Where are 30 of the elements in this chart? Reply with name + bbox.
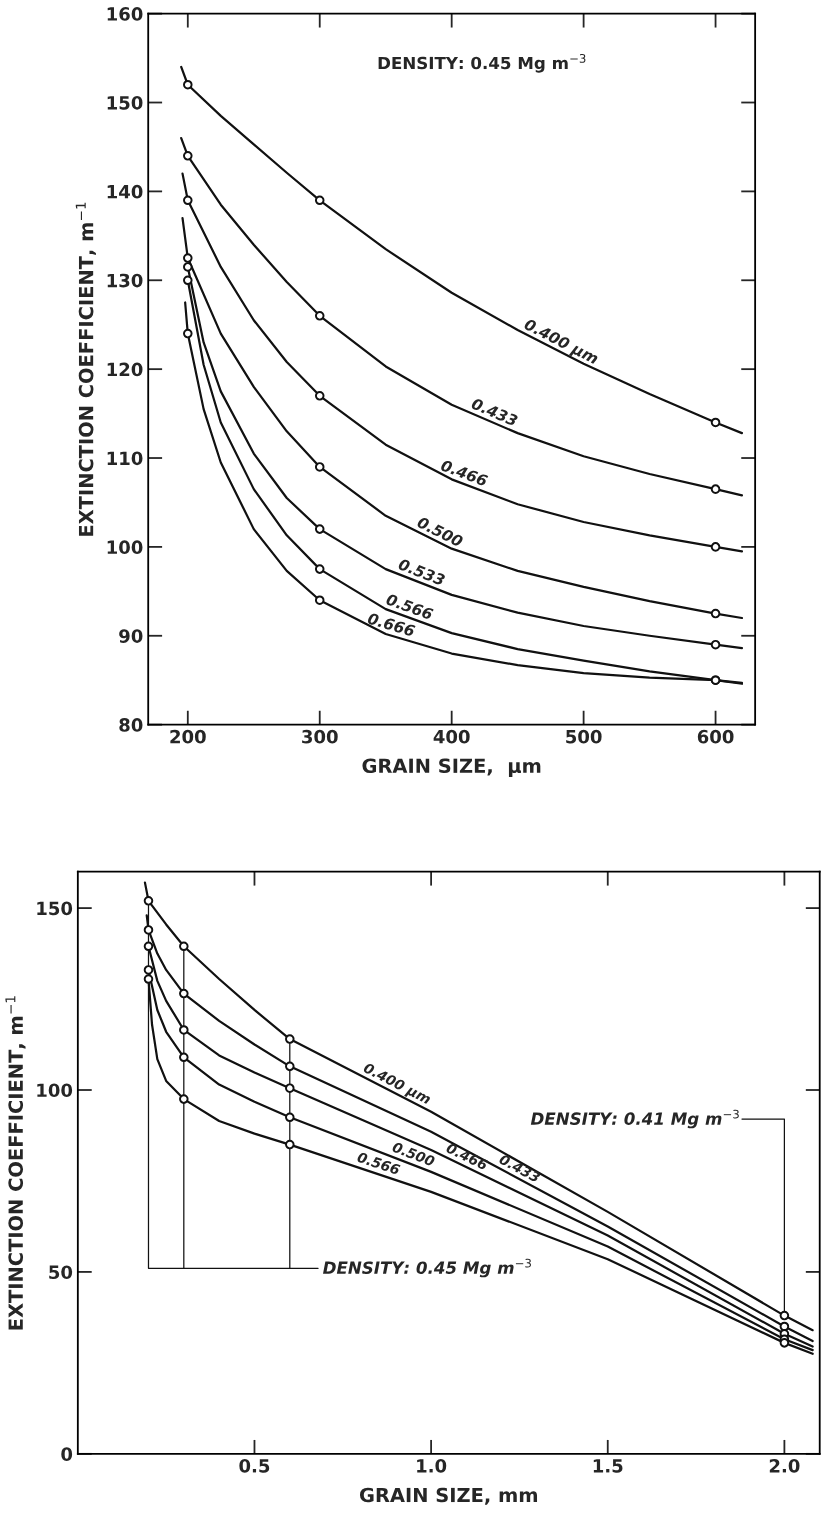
x-tick-label: 400 [433, 729, 470, 744]
annotation: DENSITY: 0.45 Mg m$^{−3}$ [378, 54, 586, 73]
x-tick-label: 300 [302, 729, 338, 744]
y-tick-label: 50 [49, 1265, 73, 1280]
y-tick-label: 130 [107, 273, 143, 288]
x-tick-label: 2.0 [769, 1459, 800, 1473]
x-tick-label: 500 [566, 729, 602, 744]
y-tick-label: 150 [37, 901, 73, 916]
x-tick-label: 1.0 [417, 1459, 447, 1473]
x-axis-title: GRAIN SIZE, mm [359, 1487, 538, 1505]
text: 0.466 [440, 459, 489, 487]
y-axis-title: EXTINCTION COEFFICIENT, m$^{−1}$ [5, 996, 26, 1330]
x-tick-label: 1.5 [593, 1459, 623, 1473]
y-tick-label: 0 [61, 1447, 73, 1461]
annotation: DENSITY: 0.41 Mg m$^{−3}$ [530, 1109, 739, 1129]
x-tick-label: 200 [170, 729, 206, 744]
y-tick-label: 140 [107, 184, 143, 199]
y-axis-title: EXTINCTION COEFFICIENT, m$^{−1}$ [75, 202, 96, 536]
x-tick-label: 600 [697, 729, 734, 744]
annotation: DENSITY: 0.45 Mg m$^{−3}$ [323, 1258, 531, 1278]
y-tick-label: 100 [37, 1083, 73, 1098]
x-tick-label: 0.5 [239, 1459, 270, 1473]
y-tick-label: 120 [107, 362, 143, 377]
y-tick-label: 150 [107, 95, 143, 110]
y-tick-label: 100 [107, 540, 143, 555]
y-tick-label: 110 [107, 451, 143, 466]
y-tick-label: 160 [107, 7, 143, 21]
x-axis-title: GRAIN SIZE, µm [362, 758, 541, 777]
y-tick-label: 80 [119, 718, 143, 732]
y-tick-label: 90 [119, 629, 143, 643]
